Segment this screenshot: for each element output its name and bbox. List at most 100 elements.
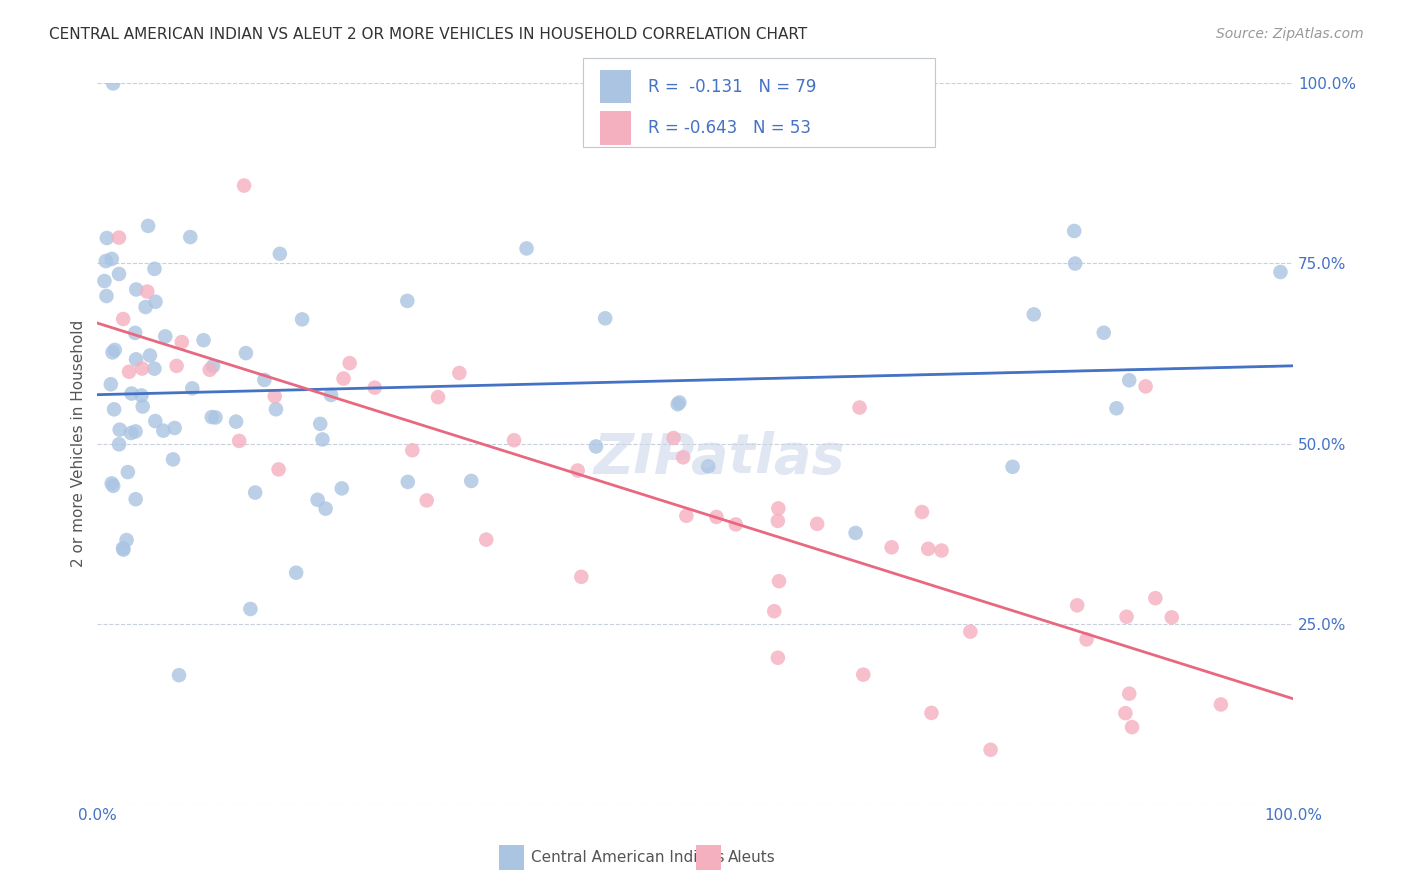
Point xyxy=(516,242,538,256)
Point xyxy=(1118,687,1140,701)
Point xyxy=(136,285,159,299)
Point xyxy=(917,541,939,556)
Point xyxy=(768,574,790,589)
Point xyxy=(108,423,131,437)
Point xyxy=(766,514,789,528)
Point xyxy=(115,533,138,547)
Point xyxy=(1209,698,1232,712)
Point xyxy=(108,230,131,244)
Point xyxy=(166,359,188,373)
Point xyxy=(101,77,124,91)
Point xyxy=(697,459,720,474)
Point xyxy=(267,462,290,476)
Point xyxy=(1001,459,1024,474)
Point xyxy=(766,650,789,665)
Y-axis label: 2 or more Vehicles in Household: 2 or more Vehicles in Household xyxy=(72,320,86,567)
Point xyxy=(567,463,589,477)
Point xyxy=(243,485,266,500)
Point xyxy=(100,377,122,392)
Point xyxy=(475,533,498,547)
Point xyxy=(666,397,689,411)
Point xyxy=(339,356,361,370)
Point xyxy=(145,294,167,309)
Point xyxy=(253,373,276,387)
Point xyxy=(330,482,353,496)
Point xyxy=(235,346,257,360)
Point xyxy=(108,267,131,281)
Point xyxy=(593,311,616,326)
Point xyxy=(104,343,127,357)
Point xyxy=(724,517,747,532)
Point xyxy=(980,743,1002,757)
Point xyxy=(163,421,186,435)
Point xyxy=(401,443,423,458)
Point xyxy=(931,543,953,558)
Point xyxy=(135,300,157,314)
Point xyxy=(768,501,790,516)
Point xyxy=(120,425,142,440)
Point xyxy=(228,434,250,448)
Point xyxy=(263,389,285,403)
Point xyxy=(132,400,155,414)
Text: R = -0.643   N = 53: R = -0.643 N = 53 xyxy=(648,119,811,136)
Point xyxy=(117,465,139,479)
Point xyxy=(311,433,333,447)
Point xyxy=(143,414,166,428)
Point xyxy=(204,410,226,425)
Point xyxy=(920,706,942,720)
Point xyxy=(1144,591,1167,606)
Point xyxy=(396,475,419,489)
Point xyxy=(806,516,828,531)
Point xyxy=(225,415,247,429)
Point xyxy=(143,261,166,276)
Point xyxy=(170,334,193,349)
Point xyxy=(103,402,125,417)
Point xyxy=(396,293,419,308)
Point xyxy=(96,289,118,303)
Point xyxy=(131,388,153,402)
Point xyxy=(307,492,329,507)
Point xyxy=(1121,720,1143,734)
Point xyxy=(848,401,870,415)
Point xyxy=(706,510,728,524)
Point xyxy=(763,604,786,618)
Point xyxy=(1022,307,1045,321)
Point xyxy=(460,474,482,488)
Point xyxy=(291,312,314,326)
Point xyxy=(1063,224,1085,238)
Text: Central American Indians: Central American Indians xyxy=(531,850,725,864)
Point xyxy=(1118,373,1140,387)
Point xyxy=(880,541,903,555)
Point xyxy=(124,492,146,507)
Point xyxy=(125,283,148,297)
Point xyxy=(1064,256,1087,270)
Point xyxy=(269,247,291,261)
Point xyxy=(449,366,471,380)
Text: Aleuts: Aleuts xyxy=(728,850,776,864)
Point xyxy=(100,252,122,266)
Point xyxy=(264,402,287,417)
Text: ZIPatlas: ZIPatlas xyxy=(593,431,845,485)
Point xyxy=(1160,610,1182,624)
Point xyxy=(162,452,184,467)
Text: R =  -0.131   N = 79: R = -0.131 N = 79 xyxy=(648,78,817,95)
Point xyxy=(193,333,215,347)
Point xyxy=(675,508,697,523)
Point xyxy=(364,381,387,395)
Point xyxy=(1135,379,1157,393)
Point xyxy=(319,388,342,402)
Point xyxy=(108,437,131,451)
Point xyxy=(668,395,690,409)
Point xyxy=(1114,706,1136,721)
Point xyxy=(121,386,143,401)
Point xyxy=(155,329,177,343)
Point xyxy=(125,352,148,367)
Point xyxy=(112,312,135,326)
Point xyxy=(427,390,450,404)
Point xyxy=(239,602,262,616)
Point xyxy=(845,525,868,540)
Point xyxy=(124,326,146,340)
Point xyxy=(101,345,124,359)
Point xyxy=(852,667,875,681)
Point xyxy=(1115,609,1137,624)
